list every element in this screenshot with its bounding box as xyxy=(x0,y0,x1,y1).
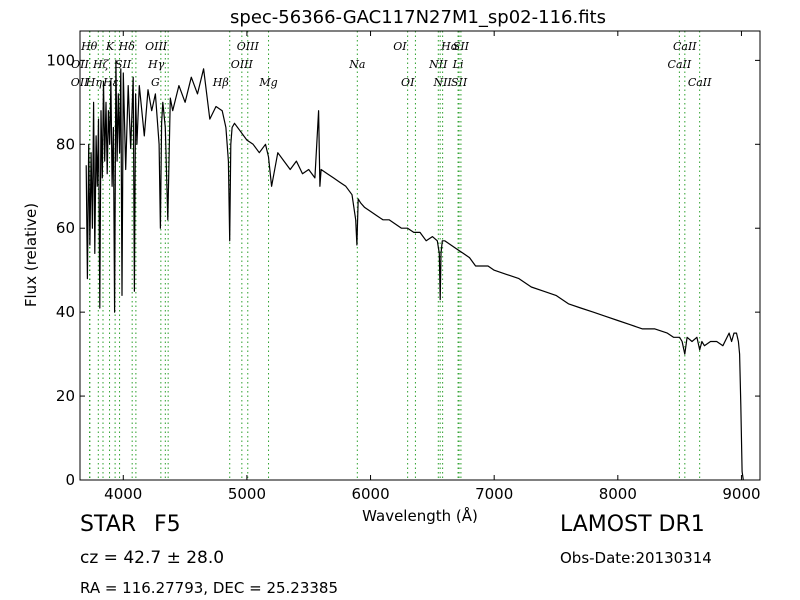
marker-label-9: G xyxy=(151,76,160,89)
x-tick-label-5: 9000 xyxy=(722,485,760,503)
spectrum-line xyxy=(85,59,744,481)
marker-label-5: K xyxy=(105,40,115,53)
chart-title: spec-56366-GAC117N27M1_sp02-116.fits xyxy=(230,7,606,28)
marker-label-10: Hγ xyxy=(147,58,165,71)
ra-dec-coordinates: RA = 116.27793, DEC = 25.23385 xyxy=(80,579,339,597)
marker-label-22: Li xyxy=(452,58,464,71)
marker-label-26: CaII xyxy=(673,40,697,53)
y-tick-label-5: 100 xyxy=(46,51,75,69)
marker-label-8: Hδ xyxy=(118,40,136,53)
x-tick-label-3: 7000 xyxy=(475,485,513,503)
marker-label-25: CaII xyxy=(668,58,692,71)
y-axis-label: Flux (relative) xyxy=(22,203,40,307)
object-class: STAR xyxy=(80,512,137,537)
redshift-cz: cz = 42.7 ± 28.0 xyxy=(80,548,225,568)
marker-label-20: Hα xyxy=(440,40,459,53)
y-tick-label-1: 20 xyxy=(56,387,75,405)
marker-label-14: OIII xyxy=(237,40,260,53)
marker-label-4: Hζ xyxy=(92,58,110,71)
marker-label-16: Na xyxy=(348,58,365,71)
marker-label-23: SII xyxy=(451,76,468,89)
y-tick-label-0: 0 xyxy=(65,471,75,489)
x-tick-label-0: 4000 xyxy=(104,485,142,503)
marker-label-24: SII xyxy=(453,40,470,53)
y-tick-label-4: 80 xyxy=(56,135,75,153)
y-tick-label-2: 40 xyxy=(56,303,75,321)
marker-label-1: Hθ xyxy=(80,40,98,53)
marker-label-13: OIII xyxy=(231,58,254,71)
x-tick-label-1: 5000 xyxy=(228,485,266,503)
y-tick-label-3: 60 xyxy=(56,219,75,237)
axis-ticks: 4000 5000 6000 7000 8000 9000 0 20 40 60 80 100 xyxy=(46,31,761,503)
x-tick-label-4: 8000 xyxy=(599,485,637,503)
marker-label-19: NII xyxy=(428,58,448,71)
marker-label-7: SII xyxy=(115,58,132,71)
plot-area-frame xyxy=(79,30,761,481)
survey-name: LAMOST DR1 xyxy=(560,512,705,537)
x-axis-label: Wavelength (Å) xyxy=(362,506,478,525)
x-tick-label-2: 6000 xyxy=(351,485,389,503)
marker-label-11: OIII xyxy=(145,40,168,53)
object-subclass: F5 xyxy=(154,512,181,537)
emission-line-markers: OIIHθOIIHηHζKHεSIIHδGHγOIIIHβOIIIOIIIMgN… xyxy=(71,31,712,480)
marker-label-3: Hη xyxy=(85,76,103,89)
marker-label-17: OI xyxy=(393,40,407,53)
marker-label-21: NII xyxy=(432,76,452,89)
marker-label-12: Hβ xyxy=(212,76,229,89)
marker-label-27: CaII xyxy=(688,76,712,89)
object-classification: STAR F5 xyxy=(80,512,181,537)
marker-label-18: OI xyxy=(401,76,415,89)
observation-date: Obs-Date:20130314 xyxy=(560,549,712,567)
marker-label-15: Mg xyxy=(258,76,277,89)
